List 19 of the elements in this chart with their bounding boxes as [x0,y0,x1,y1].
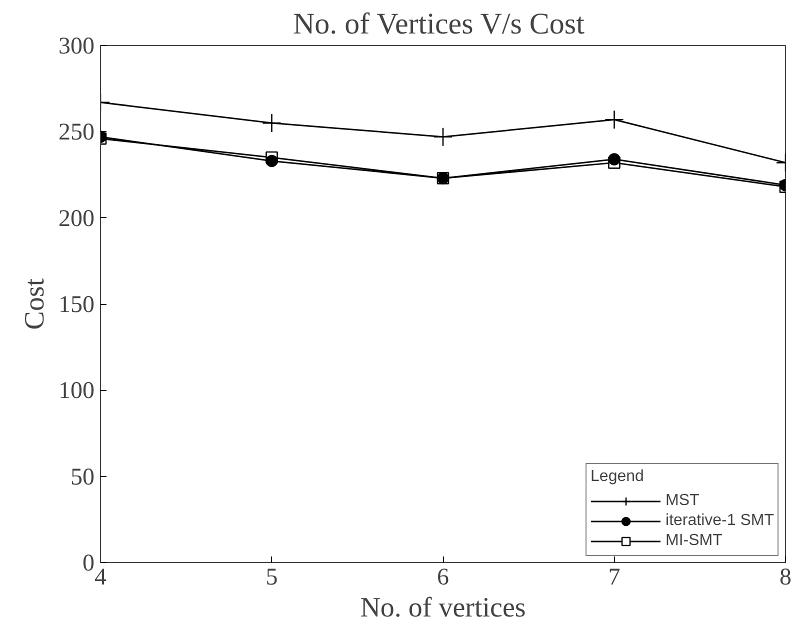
y-tick-label: 0 [82,550,94,576]
y-tick-label: 100 [58,378,94,404]
y-tick-label: 150 [58,292,94,318]
y-tick-label: 300 [58,34,94,60]
x-tick-label: 6 [437,564,449,590]
legend-label: MI-SMT [666,532,722,550]
legend-title: Legend [590,468,645,486]
x-axis-title: No. of vertices [360,592,526,624]
x-tick-label: 4 [94,564,106,590]
y-axis-title: Cost [20,278,50,330]
x-tick-label: 5 [266,564,278,590]
legend-label: iterative-1 SMT [666,512,774,530]
chart-title: No. of Vertices V/s Cost [293,8,586,40]
y-tick-label: 250 [58,120,94,146]
y-tick-label: 50 [70,464,94,490]
x-tick-label: 8 [780,564,792,590]
legend-label: MST [666,492,700,510]
x-tick-label: 7 [608,564,620,590]
y-tick-label: 200 [58,206,94,232]
